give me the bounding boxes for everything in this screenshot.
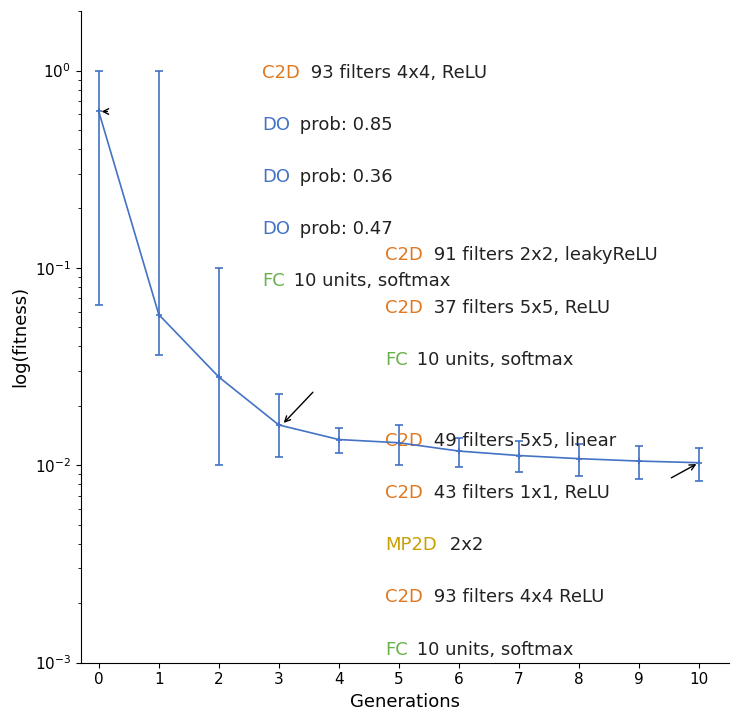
Text: DO: DO — [262, 220, 290, 238]
Text: C2D: C2D — [386, 484, 423, 503]
Y-axis label: log(fitness): log(fitness) — [11, 287, 29, 388]
Text: 49 filters 5x5, linear: 49 filters 5x5, linear — [428, 432, 616, 450]
X-axis label: Generations: Generations — [350, 693, 460, 711]
Text: 10 units, softmax: 10 units, softmax — [411, 351, 574, 369]
Text: 37 filters 5x5, ReLU: 37 filters 5x5, ReLU — [428, 298, 610, 316]
Text: C2D: C2D — [262, 64, 300, 82]
Text: prob: 0.36: prob: 0.36 — [294, 168, 392, 186]
Text: DO: DO — [262, 168, 290, 186]
Text: FC: FC — [386, 351, 408, 369]
Text: 93 filters 4x4, ReLU: 93 filters 4x4, ReLU — [305, 64, 487, 82]
Text: 10 units, softmax: 10 units, softmax — [411, 640, 574, 658]
Text: C2D: C2D — [386, 298, 423, 316]
Text: prob: 0.47: prob: 0.47 — [294, 220, 393, 238]
Text: C2D: C2D — [386, 246, 423, 264]
Text: FC: FC — [262, 272, 285, 290]
Text: prob: 0.85: prob: 0.85 — [294, 116, 392, 134]
Text: DO: DO — [262, 116, 290, 134]
Text: 2x2: 2x2 — [444, 536, 483, 554]
Text: 91 filters 2x2, leakyReLU: 91 filters 2x2, leakyReLU — [428, 246, 658, 264]
Text: 10 units, softmax: 10 units, softmax — [288, 272, 451, 290]
Text: MP2D: MP2D — [386, 536, 437, 554]
Text: 43 filters 1x1, ReLU: 43 filters 1x1, ReLU — [428, 484, 610, 503]
Text: C2D: C2D — [386, 432, 423, 450]
Text: FC: FC — [386, 640, 408, 658]
Text: 93 filters 4x4 ReLU: 93 filters 4x4 ReLU — [428, 588, 605, 606]
Text: C2D: C2D — [386, 588, 423, 606]
